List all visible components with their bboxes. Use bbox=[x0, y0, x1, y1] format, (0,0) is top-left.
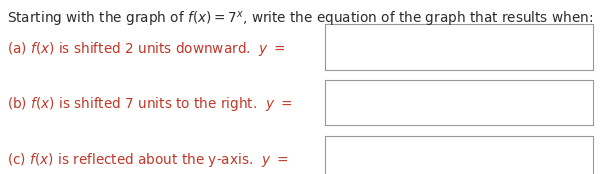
Text: (a) $f(x)$ is shifted 2 units downward.  $y\ =\ $: (a) $f(x)$ is shifted 2 units downward. … bbox=[7, 40, 286, 58]
Text: (c) $f(x)$ is reflected about the y-axis.  $y\ =\ $: (c) $f(x)$ is reflected about the y-axis… bbox=[7, 151, 289, 169]
Text: Starting with the graph of $f(x) = 7^x$, write the equation of the graph that re: Starting with the graph of $f(x) = 7^x$,… bbox=[7, 10, 593, 29]
Text: (b) $f(x)$ is shifted 7 units to the right.  $y\ =\ $: (b) $f(x)$ is shifted 7 units to the rig… bbox=[7, 95, 292, 113]
